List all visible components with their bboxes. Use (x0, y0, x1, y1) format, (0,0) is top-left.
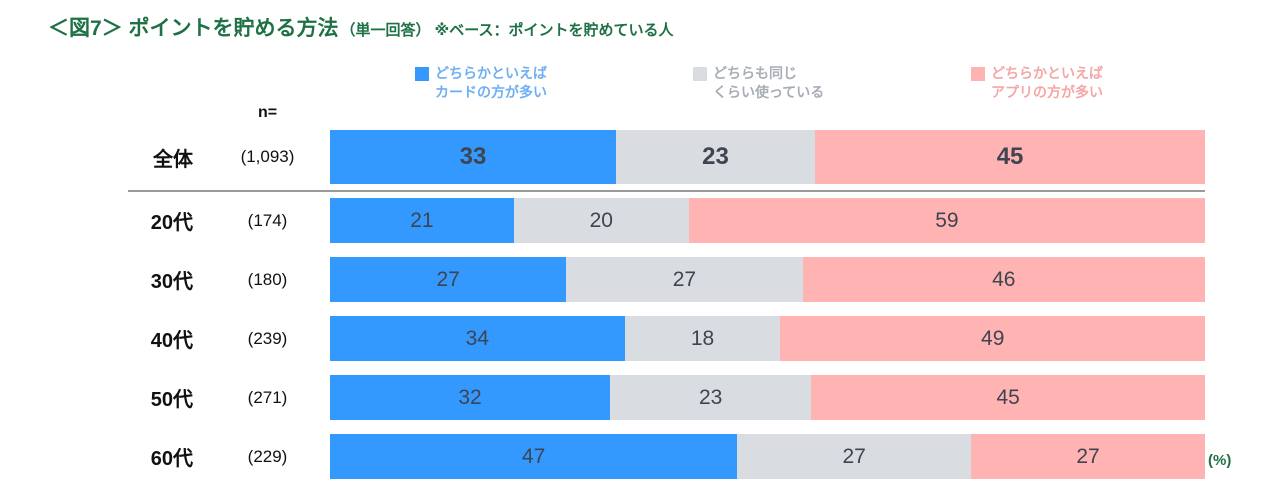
legend-item-card: どちらかといえば カードの方が多い (415, 64, 693, 102)
legend-label-card: どちらかといえば カードの方が多い (435, 65, 547, 100)
row-category-label: 全体 (153, 148, 193, 171)
bar-segment-card: 32 (330, 375, 610, 420)
bar-segment-same: 27 (737, 434, 972, 479)
legend-swatch-card-icon (415, 67, 429, 81)
row-n-value: (239) (247, 328, 288, 348)
chart-row-60代: 60代 (229) 47 27 27 (0, 434, 1205, 479)
row-n-value: (1,093) (240, 147, 295, 166)
row-category-label: 20代 (150, 212, 193, 234)
chart-row-全体: 全体 (1,093) 33 23 45 (0, 130, 1205, 184)
bar-segment-card: 47 (330, 434, 738, 479)
bar-segment-same: 20 (513, 198, 689, 243)
bar-segment-app: 49 (780, 316, 1205, 361)
chart-title-main: ＜図7＞ ポイントを貯める方法 (48, 17, 339, 40)
legend: どちらかといえば カードの方が多い どちらも同じ くらい使っている どちらかといえば アプ… (415, 64, 1249, 102)
row-category-label: 50代 (150, 389, 193, 411)
chart-row-40代: 40代 (239) 34 18 49 (0, 316, 1205, 361)
percent-unit-label: (%) (1208, 452, 1232, 469)
legend-item-same: どちらも同じ くらい使っている (693, 64, 971, 102)
chart-title: ＜図7＞ ポイントを貯める方法 （単一回答） ※ベース：ポイントを貯めている人 (48, 12, 674, 42)
bar-segment-same: 23 (610, 375, 812, 420)
chart-title-sub: （単一回答） ※ベース：ポイントを貯めている人 (340, 22, 674, 39)
bar-segment-app: 45 (811, 375, 1205, 420)
bar-segment-same: 18 (624, 316, 781, 361)
bar-segment-card: 21 (330, 198, 514, 243)
row-n-value: (174) (247, 210, 288, 230)
stacked-bar: 27 27 46 (330, 257, 1205, 302)
chart-row-30代: 30代 (180) 27 27 46 (0, 257, 1205, 302)
bar-segment-same: 27 (566, 257, 803, 302)
bar-segment-card: 33 (330, 130, 616, 184)
bar-segment-app: 45 (815, 130, 1205, 184)
legend-item-app: どちらかといえば アプリの方が多い (971, 64, 1249, 102)
row-n-value: (180) (247, 269, 288, 289)
bar-segment-app: 46 (802, 257, 1205, 302)
bar-segment-app: 59 (688, 198, 1205, 243)
n-label: n= (257, 104, 278, 121)
total-separator-line (128, 190, 1205, 192)
row-category-label: 40代 (150, 330, 193, 352)
stacked-bar: 32 23 45 (330, 375, 1205, 420)
legend-label-app: どちらかといえば アプリの方が多い (991, 65, 1103, 100)
bar-segment-card: 27 (330, 257, 567, 302)
stacked-bar: 33 23 45 (330, 130, 1205, 184)
row-n-value: (271) (247, 387, 288, 407)
stacked-bar: 34 18 49 (330, 316, 1205, 361)
bar-segment-card: 34 (330, 316, 625, 361)
legend-label-same: どちらも同じ くらい使っている (713, 65, 825, 100)
legend-swatch-app-icon (971, 67, 985, 81)
bar-segment-app: 27 (971, 434, 1205, 479)
legend-swatch-same-icon (693, 67, 707, 81)
chart-row-20代: 20代 (174) 21 20 59 (0, 198, 1205, 243)
bar-segment-same: 23 (615, 130, 816, 184)
row-category-label: 60代 (150, 448, 193, 470)
stacked-bar: 21 20 59 (330, 198, 1205, 243)
chart-row-50代: 50代 (271) 32 23 45 (0, 375, 1205, 420)
chart-rows: 全体 (1,093) 33 23 45 20代 (174) 21 20 59 30代 (180) 27 2… (0, 130, 1205, 493)
row-category-label: 30代 (150, 271, 193, 293)
stacked-bar: 47 27 27 (330, 434, 1205, 479)
row-n-value: (229) (247, 446, 288, 466)
